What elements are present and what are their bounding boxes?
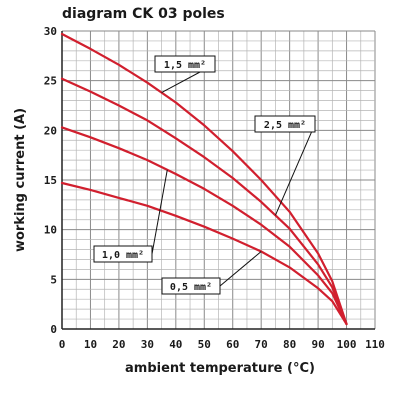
- y-tick-label: 5: [50, 273, 57, 286]
- series-label-box: [154, 55, 216, 73]
- x-tick-label: 100: [337, 338, 357, 351]
- series-line-1: [60, 77, 348, 326]
- x-tick-label: 70: [255, 338, 268, 351]
- x-tick-label: 0: [59, 338, 66, 351]
- y-tick-label: 15: [44, 174, 57, 187]
- grid-layer: [61, 30, 376, 330]
- y-tick-label: 20: [44, 124, 57, 137]
- series-label: 2,5 mm²: [264, 120, 306, 131]
- y-axis-title: working current (A): [13, 108, 28, 252]
- x-tick-label: 60: [226, 338, 239, 351]
- series-label: 1,5 mm²: [164, 60, 206, 71]
- y-tick-label: 10: [44, 224, 57, 237]
- axes-layer: [61, 31, 375, 330]
- series-label-box: [254, 115, 316, 133]
- x-tick-label: 80: [283, 338, 296, 351]
- series-line-2: [60, 126, 348, 326]
- series-label-box: [93, 245, 153, 263]
- y-tick-label: 25: [44, 75, 57, 88]
- series-label-leader: [151, 169, 168, 255]
- x-tick-label: 30: [141, 338, 154, 351]
- x-tick-label: 50: [198, 338, 211, 351]
- x-tick-label: 110: [365, 338, 385, 351]
- x-tick-label: 40: [169, 338, 182, 351]
- series-line-0: [60, 32, 348, 326]
- series-label-box: [161, 277, 221, 295]
- series-label: 0,5 mm²: [170, 282, 212, 293]
- series-line-3: [60, 181, 348, 326]
- ticks-layer: 0 10 20 30 40 50 60 70 80 90 100 110 0 5 10 15 20 25 30: [44, 25, 385, 351]
- series-label: 1,0 mm²: [102, 250, 144, 261]
- series-label-leader: [274, 123, 316, 216]
- series-layer: [60, 32, 348, 326]
- x-tick-label: 10: [84, 338, 97, 351]
- series-labels-layer: 1,5 mm² 2,5 mm² 1,0 mm² 0,5 mm²: [93, 55, 316, 295]
- y-tick-label: 30: [44, 25, 57, 38]
- x-axis-title: ambient temperature (°C): [125, 361, 315, 376]
- x-tick-label: 90: [311, 338, 324, 351]
- y-tick-label: 0: [50, 323, 57, 336]
- x-tick-label: 20: [112, 338, 125, 351]
- chart-title: diagram CK 03 poles: [62, 6, 225, 22]
- series-label-leader: [219, 251, 262, 287]
